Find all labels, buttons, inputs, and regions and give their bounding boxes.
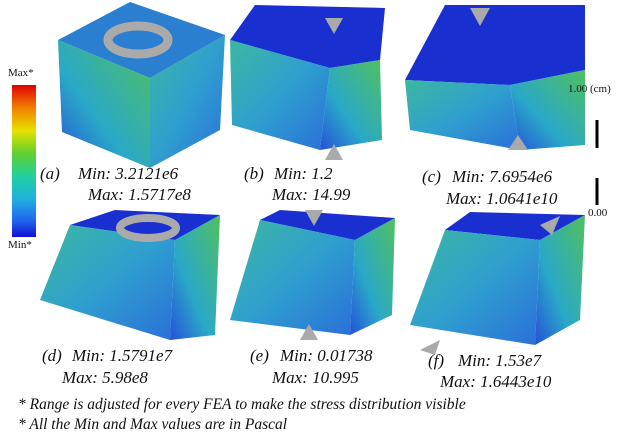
colorbar-min: Min* [8, 239, 32, 251]
cube-a [58, 2, 225, 168]
colorbar-max: Max* [8, 67, 34, 79]
cube-e [230, 210, 395, 340]
panel-max: Max: 10.995 [271, 368, 359, 387]
cube-f [410, 212, 585, 355]
cube-c [405, 5, 585, 150]
scale-bottom: 0.00 [588, 207, 608, 219]
panel-label: (f) [428, 351, 444, 370]
panel-min: Min: 1.53e7 [457, 351, 543, 370]
cube-b [230, 5, 385, 160]
panel-min: Min: 1.2 [273, 164, 333, 183]
panel-label: (a) [40, 164, 60, 183]
panel-min: Min: 0.01738 [279, 346, 373, 365]
cube-d [40, 210, 220, 340]
panel-min: Min: 7.6954e6 [451, 167, 553, 186]
panel-max: Max: 1.5717e8 [87, 185, 191, 204]
colorbar [12, 85, 36, 237]
footnote: * All the Min and Max values are in Pasc… [18, 416, 287, 433]
panel-label: (b) [244, 164, 264, 183]
panel-label: (d) [42, 346, 62, 365]
panel-max: Max: 14.99 [271, 185, 351, 204]
panel-max: Max: 1.0641e10 [445, 189, 558, 208]
figure: Max* Min* 1.00 (cm) 0.00 (a) Min: 3.2121… [0, 0, 627, 436]
panel-label: (e) [250, 346, 269, 365]
scale-top: 1.00 (cm) [568, 83, 611, 95]
panel-max: Max: 5.98e8 [61, 368, 148, 387]
panel-min: Min: 3.2121e6 [77, 164, 179, 183]
panel-label: (c) [422, 167, 441, 186]
panel-max: Max: 1.6443e10 [439, 372, 552, 391]
panel-min: Min: 1.5791e7 [71, 346, 174, 365]
footnote: * Range is adjusted for every FEA to mak… [18, 396, 466, 413]
